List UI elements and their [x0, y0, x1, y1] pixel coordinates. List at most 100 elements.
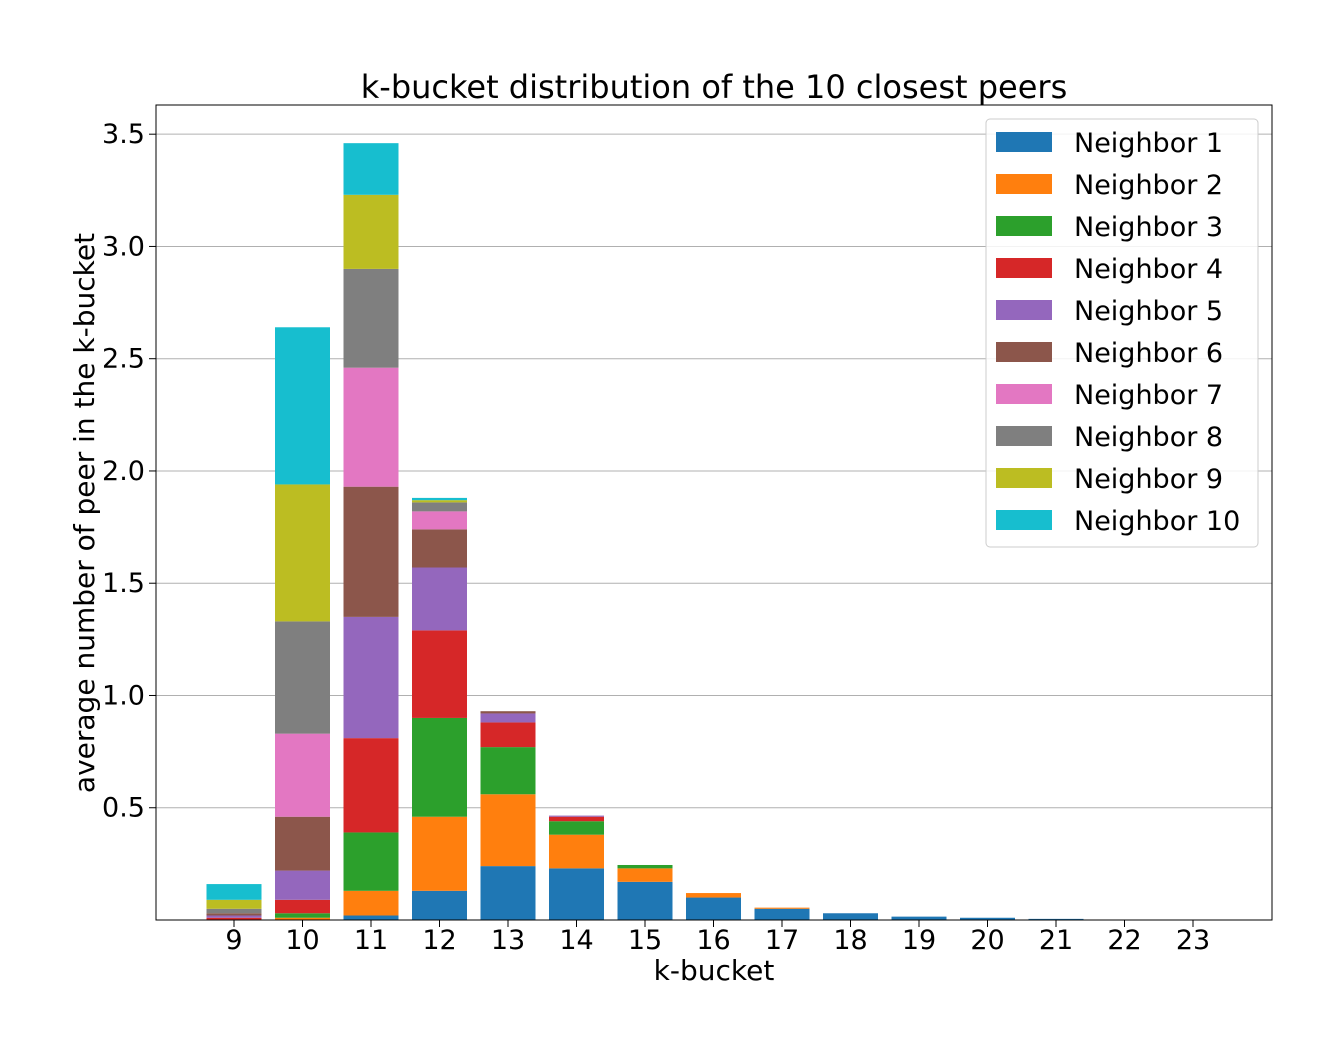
- bar-segment: [686, 893, 741, 898]
- bar-segment: [549, 868, 604, 920]
- x-tick-label: 13: [491, 925, 525, 956]
- legend: Neighbor 1 Neighbor 2 Neighbor 3 Neighbor 4…: [985, 118, 1259, 548]
- bar-segment: [275, 621, 330, 734]
- bar-segment: [617, 864, 673, 869]
- bar-segment: [343, 616, 399, 739]
- legend-swatch: [996, 174, 1052, 194]
- grid-lines: [156, 133, 1272, 809]
- legend-label: Neighbor 8: [1074, 422, 1223, 453]
- legend-label: Neighbor 6: [1074, 338, 1223, 369]
- x-tick-label: 19: [902, 925, 936, 956]
- bar-segment: [275, 870, 330, 900]
- bar-segment: [412, 511, 467, 530]
- legend-swatch: [996, 468, 1052, 488]
- bar-segment: [549, 815, 604, 817]
- legend-label: Neighbor 4: [1074, 254, 1223, 285]
- bar-segment: [412, 502, 467, 512]
- legend-label: Neighbor 1: [1074, 128, 1223, 159]
- bar-segment: [549, 816, 604, 822]
- bar-segment: [275, 733, 330, 817]
- bar-segment: [617, 868, 673, 882]
- x-tick-label: 16: [696, 925, 730, 956]
- x-tick-label: 17: [765, 925, 799, 956]
- legend-swatch: [996, 384, 1052, 404]
- bar-segment: [549, 834, 604, 869]
- x-tick-label: 21: [1039, 925, 1073, 956]
- bar-segment: [891, 916, 947, 920]
- bar-segment: [343, 486, 399, 617]
- bar-segment: [206, 913, 262, 916]
- bar-segment: [343, 890, 399, 916]
- bar-segment: [412, 567, 467, 631]
- x-tick-label: 23: [1176, 925, 1210, 956]
- legend-swatch: [996, 300, 1052, 320]
- x-tick-label: 15: [628, 925, 662, 956]
- legend-label: Neighbor 7: [1074, 380, 1223, 411]
- bar-segment: [275, 484, 330, 622]
- bar-segment: [206, 899, 262, 909]
- legend-box: [985, 118, 1259, 548]
- bar-segment: [754, 907, 810, 909]
- chart-title: k-bucket distribution of the 10 closest …: [361, 68, 1068, 106]
- bar-segment: [412, 630, 467, 718]
- bars: [206, 143, 1221, 920]
- bar-segment: [480, 711, 536, 714]
- bar-segment: [480, 713, 536, 723]
- bar-segment: [1028, 918, 1084, 920]
- x-tick-label: 11: [354, 925, 388, 956]
- legend-label: Neighbor 3: [1074, 212, 1223, 243]
- bar-segment: [275, 327, 330, 485]
- bar-segment: [206, 908, 262, 914]
- y-tick-label: 1.0: [102, 680, 145, 711]
- bar-segment: [480, 794, 536, 867]
- y-tick-label: 3.0: [102, 231, 145, 262]
- bar-segment: [960, 917, 1015, 920]
- legend-swatch: [996, 216, 1052, 236]
- x-ticks: 9 10 11 12 13 14 15 16 17 18 19 20 21 22 23: [225, 920, 1210, 956]
- bar-segment: [275, 899, 330, 914]
- bar-segment: [480, 866, 536, 920]
- bar-segment: [412, 816, 467, 891]
- bar-segment: [412, 500, 467, 503]
- bar-segment: [343, 143, 399, 195]
- legend-swatch: [996, 342, 1052, 362]
- y-tick-label: 3.5: [102, 119, 145, 150]
- legend-swatch: [996, 258, 1052, 278]
- bar-segment: [343, 367, 399, 487]
- bar-segment: [275, 917, 330, 920]
- bar-segment: [480, 747, 536, 795]
- bar-segment: [206, 915, 262, 918]
- x-axis-label: k-bucket: [654, 954, 775, 987]
- y-axis-label: average number of peer in the k-bucket: [68, 233, 101, 793]
- bar-segment: [206, 917, 262, 920]
- bar-segment: [549, 821, 604, 835]
- x-tick-label: 14: [559, 925, 593, 956]
- legend-label: Neighbor 9: [1074, 464, 1223, 495]
- x-tick-label: 18: [833, 925, 867, 956]
- bar-segment: [343, 738, 399, 833]
- legend-label: Neighbor 5: [1074, 296, 1223, 327]
- bar-segment: [480, 722, 536, 748]
- bar-segment: [617, 881, 673, 920]
- bar-segment: [754, 908, 810, 920]
- bar-segment: [275, 816, 330, 871]
- bar-segment: [275, 913, 330, 918]
- y-tick-label: 2.0: [102, 456, 145, 487]
- x-tick-label: 10: [285, 925, 319, 956]
- bar-segment: [343, 268, 399, 368]
- bar-segment: [343, 832, 399, 891]
- legend-label: Neighbor 10: [1074, 506, 1240, 537]
- bar-segment: [343, 915, 399, 920]
- legend-swatch: [996, 426, 1052, 446]
- bar-segment: [206, 884, 262, 900]
- legend-label: Neighbor 2: [1074, 170, 1223, 201]
- x-tick-label: 20: [970, 925, 1004, 956]
- y-tick-label: 1.5: [102, 568, 145, 599]
- bar-segment: [412, 529, 467, 568]
- y-tick-label: 2.5: [102, 344, 145, 375]
- bar-segment: [343, 194, 399, 269]
- x-tick-label: 9: [225, 925, 242, 956]
- y-tick-label: 0.5: [102, 793, 145, 824]
- legend-swatch: [996, 510, 1052, 530]
